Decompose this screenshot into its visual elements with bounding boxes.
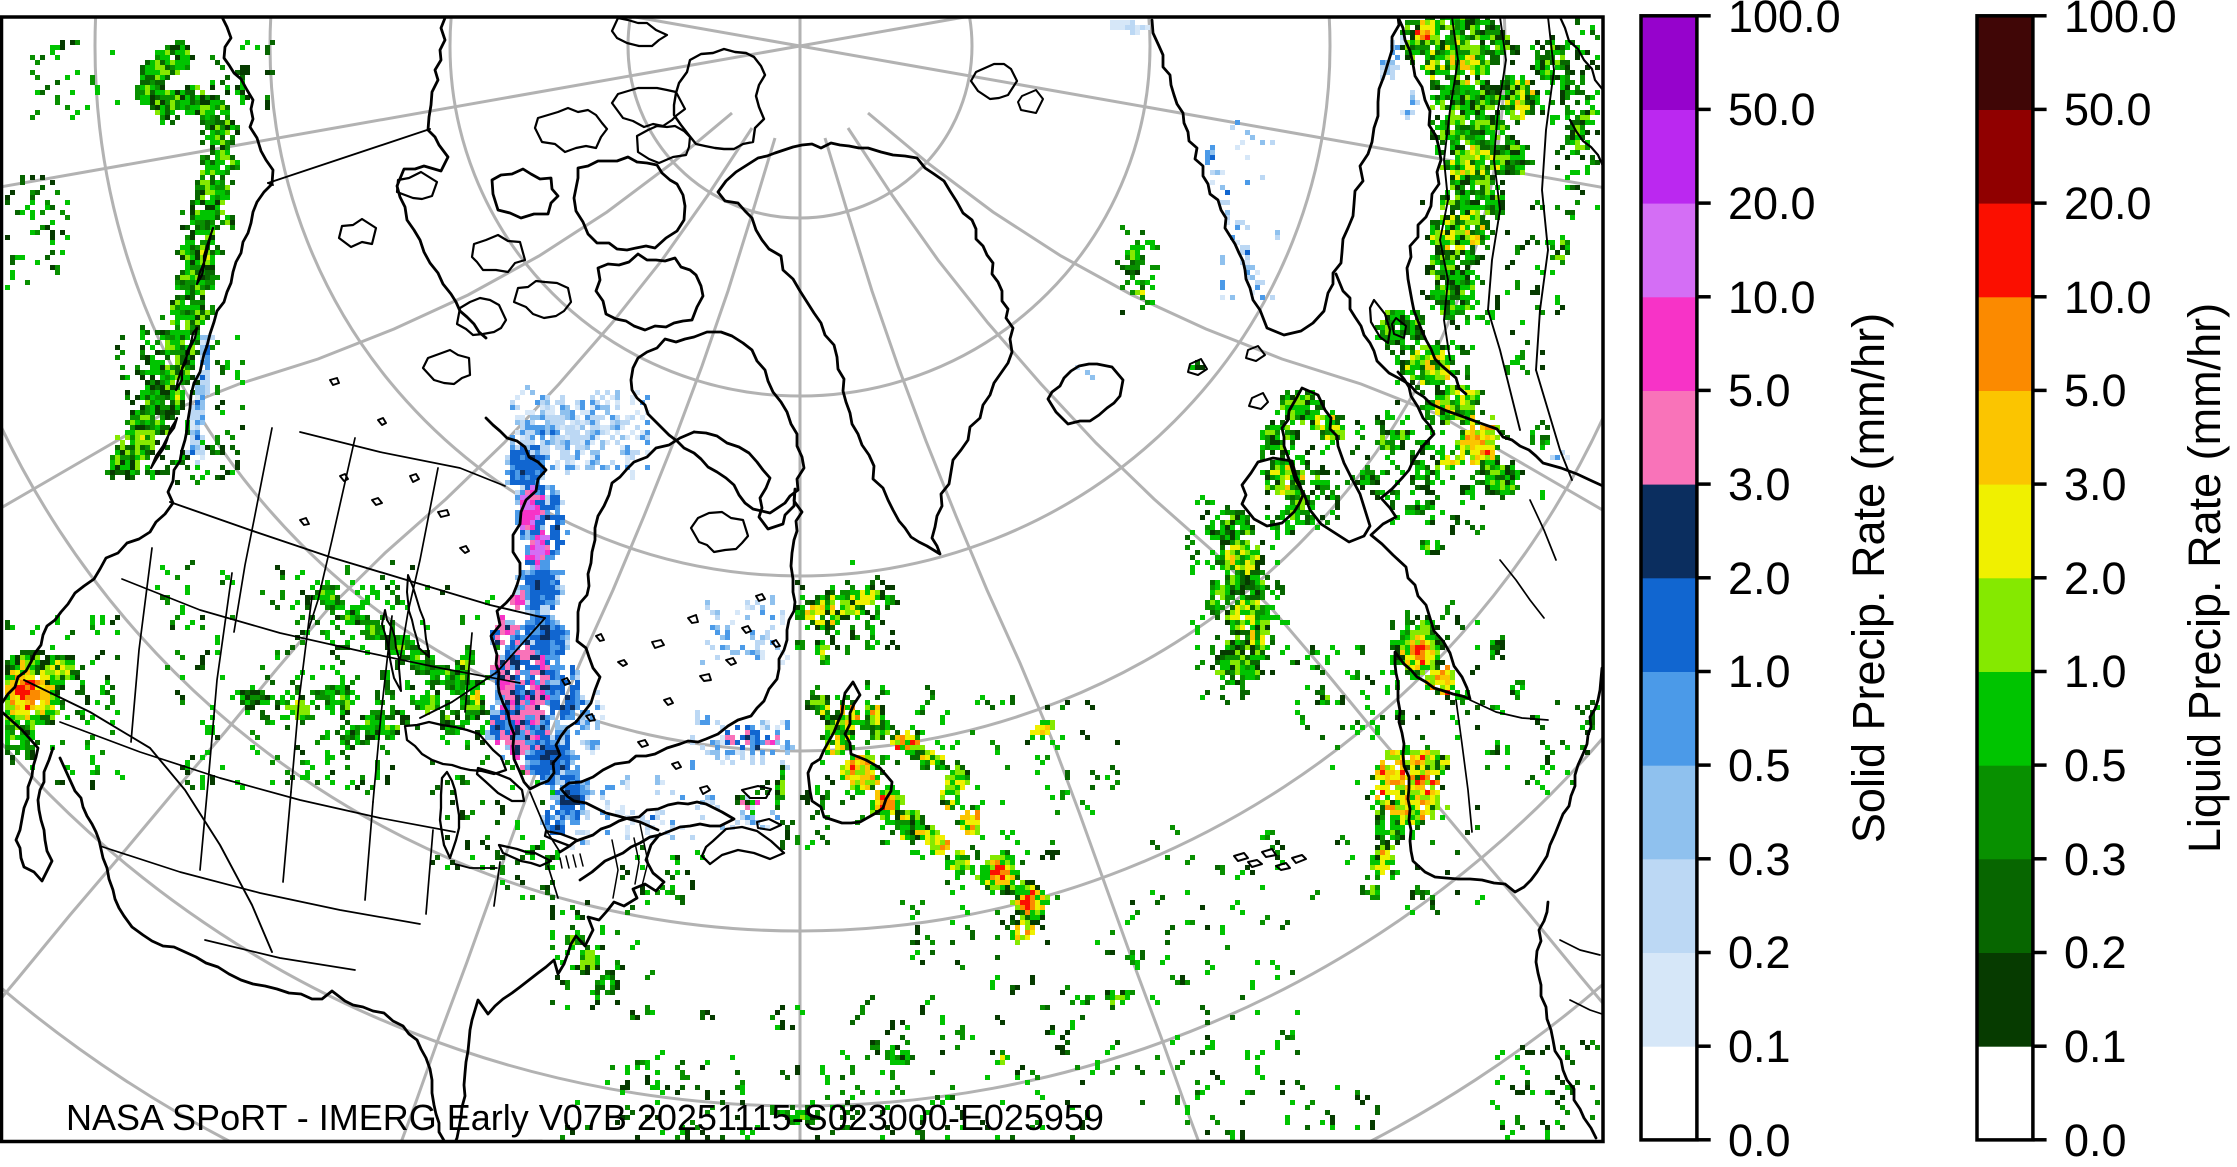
svg-text:10.0: 10.0 [2064, 272, 2152, 323]
svg-text:0.2: 0.2 [1728, 927, 1791, 978]
svg-text:5.0: 5.0 [2064, 365, 2127, 416]
svg-text:0.5: 0.5 [2064, 740, 2127, 791]
svg-text:2.0: 2.0 [2064, 553, 2127, 604]
svg-text:20.0: 20.0 [2064, 178, 2152, 229]
svg-text:100.0: 100.0 [1728, 0, 1841, 42]
svg-text:0.1: 0.1 [1728, 1021, 1791, 1072]
svg-text:2.0: 2.0 [1728, 553, 1791, 604]
svg-text:0.3: 0.3 [2064, 834, 2127, 885]
svg-text:3.0: 3.0 [2064, 459, 2127, 510]
svg-text:NASA SPoRT - IMERG Early V07B: NASA SPoRT - IMERG Early V07B 20251115-S… [66, 1097, 1104, 1138]
svg-text:50.0: 50.0 [2064, 84, 2152, 135]
svg-text:0.3: 0.3 [1728, 834, 1791, 885]
svg-text:50.0: 50.0 [1728, 84, 1816, 135]
svg-text:0.0: 0.0 [2064, 1115, 2127, 1166]
svg-text:0.0: 0.0 [1728, 1115, 1791, 1166]
svg-text:Solid Precip. Rate (mm/hr): Solid Precip. Rate (mm/hr) [1843, 313, 1894, 843]
svg-text:10.0: 10.0 [1728, 272, 1816, 323]
svg-text:0.1: 0.1 [2064, 1021, 2127, 1072]
svg-text:3.0: 3.0 [1728, 459, 1791, 510]
svg-text:0.5: 0.5 [1728, 740, 1791, 791]
svg-text:20.0: 20.0 [1728, 178, 1816, 229]
svg-text:0.2: 0.2 [2064, 927, 2127, 978]
svg-text:100.0: 100.0 [2064, 0, 2177, 42]
svg-text:5.0: 5.0 [1728, 365, 1791, 416]
svg-text:Liquid Precip. Rate (mm/hr): Liquid Precip. Rate (mm/hr) [2179, 303, 2230, 853]
svg-text:1.0: 1.0 [2064, 646, 2127, 697]
svg-text:1.0: 1.0 [1728, 646, 1791, 697]
